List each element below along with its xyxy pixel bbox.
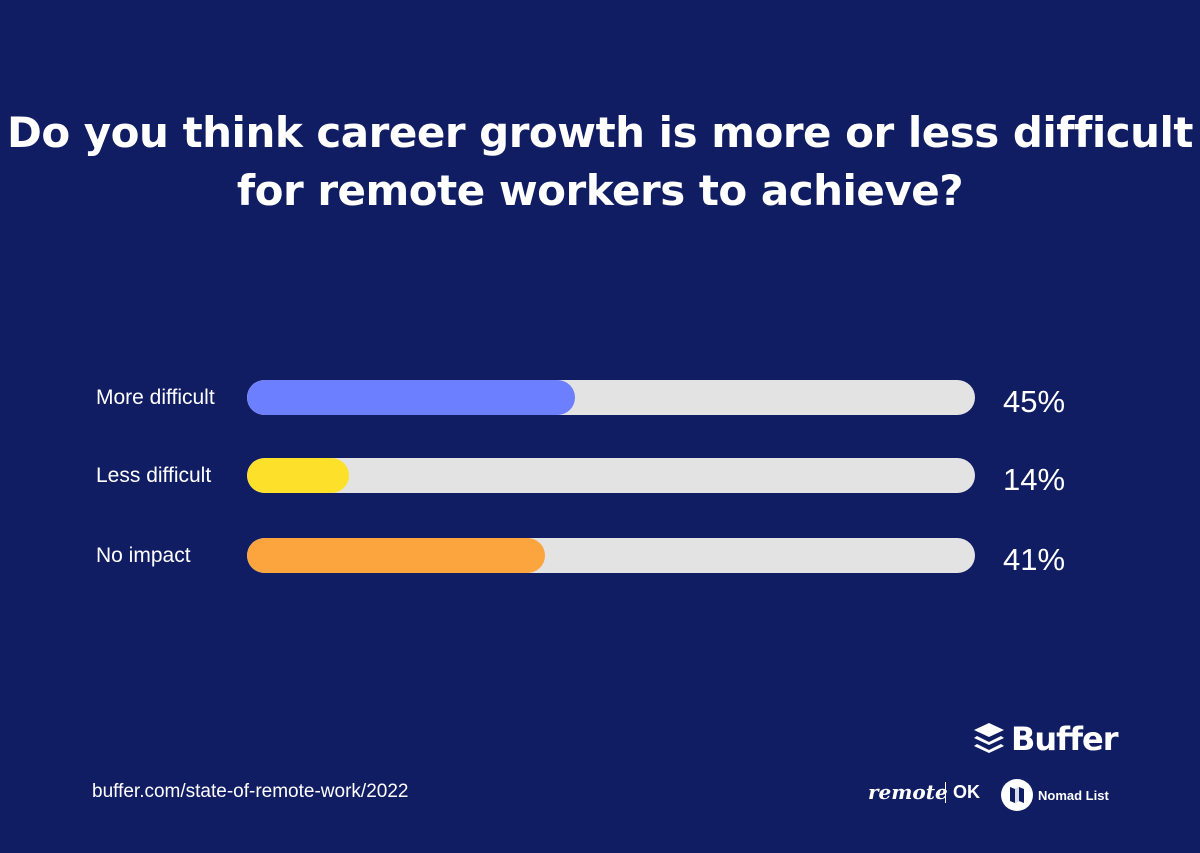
nomad-list-logo: Nomad List (1000, 778, 1109, 812)
value-label: 41% (1003, 542, 1066, 577)
source-url: buffer.com/state-of-remote-work/2022 (92, 781, 409, 802)
chart-title: Do you think career growth is more or le… (6, 108, 1194, 215)
nomad-list-icon (1001, 779, 1033, 811)
buffer-wordmark: Buffer (1011, 720, 1118, 758)
bar (247, 458, 349, 493)
bar (247, 538, 546, 573)
bar (247, 380, 575, 415)
bar-row: More difficult 45% (0, 380, 1200, 419)
nomad-list-wordmark: Nomad List (1038, 787, 1109, 803)
remote-logo: remote (868, 780, 948, 804)
bar-track (247, 538, 975, 573)
bar-row: No impact 41% (0, 538, 1200, 577)
category-label: More difficult (96, 386, 215, 409)
category-label: No impact (96, 544, 191, 567)
bar-track (247, 458, 975, 493)
bar-track (247, 380, 975, 415)
bar-row: Less difficult 14% (0, 458, 1200, 497)
buffer-logo: Buffer (973, 720, 1118, 758)
category-label: Less difficult (96, 464, 212, 487)
value-label: 45% (1003, 384, 1066, 419)
buffer-layers-icon (974, 723, 1004, 753)
ok-logo: OK (945, 782, 980, 803)
value-label: 14% (1003, 462, 1066, 497)
